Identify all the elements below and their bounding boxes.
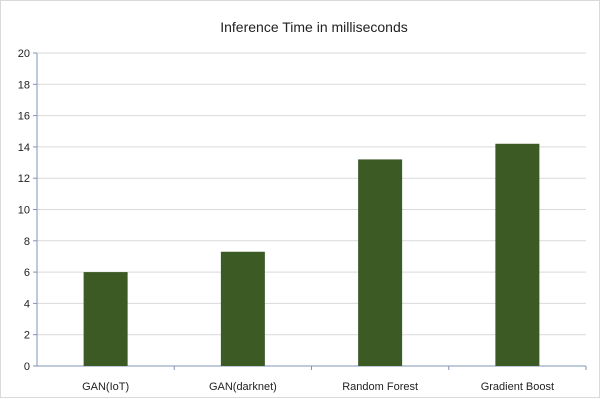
y-tick-label: 8 — [24, 236, 30, 248]
y-tick-label: 12 — [18, 173, 30, 185]
x-category-label: GAN(darknet) — [209, 381, 277, 393]
y-tick-label: 2 — [24, 330, 30, 342]
bars — [83, 143, 540, 366]
axes — [33, 52, 587, 370]
y-tick-label: 4 — [24, 298, 30, 310]
bar-3 — [495, 143, 540, 366]
x-category-label: Random Forest — [342, 381, 418, 393]
chart-title: Inference Time in milliseconds — [220, 19, 408, 35]
y-tick-label: 6 — [24, 267, 30, 279]
bar-1 — [220, 251, 265, 366]
bar-2 — [358, 159, 403, 366]
y-tick-label: 10 — [18, 205, 30, 217]
y-tick-label: 18 — [18, 79, 30, 91]
y-tick-label: 14 — [18, 142, 30, 154]
x-category-label: Gradient Boost — [481, 381, 554, 393]
x-category-labels: GAN(IoT) GAN(darknet) Random Forest Gradien… — [82, 381, 554, 393]
y-tick-labels: 0 2 4 6 8 10 12 14 16 18 20 — [18, 48, 30, 373]
y-tick-label: 0 — [24, 361, 30, 373]
bar-0 — [83, 272, 128, 366]
y-tick-label: 16 — [18, 111, 30, 123]
gridlines — [37, 52, 586, 336]
x-category-label: GAN(IoT) — [82, 381, 129, 393]
y-tick-label: 20 — [18, 48, 30, 60]
